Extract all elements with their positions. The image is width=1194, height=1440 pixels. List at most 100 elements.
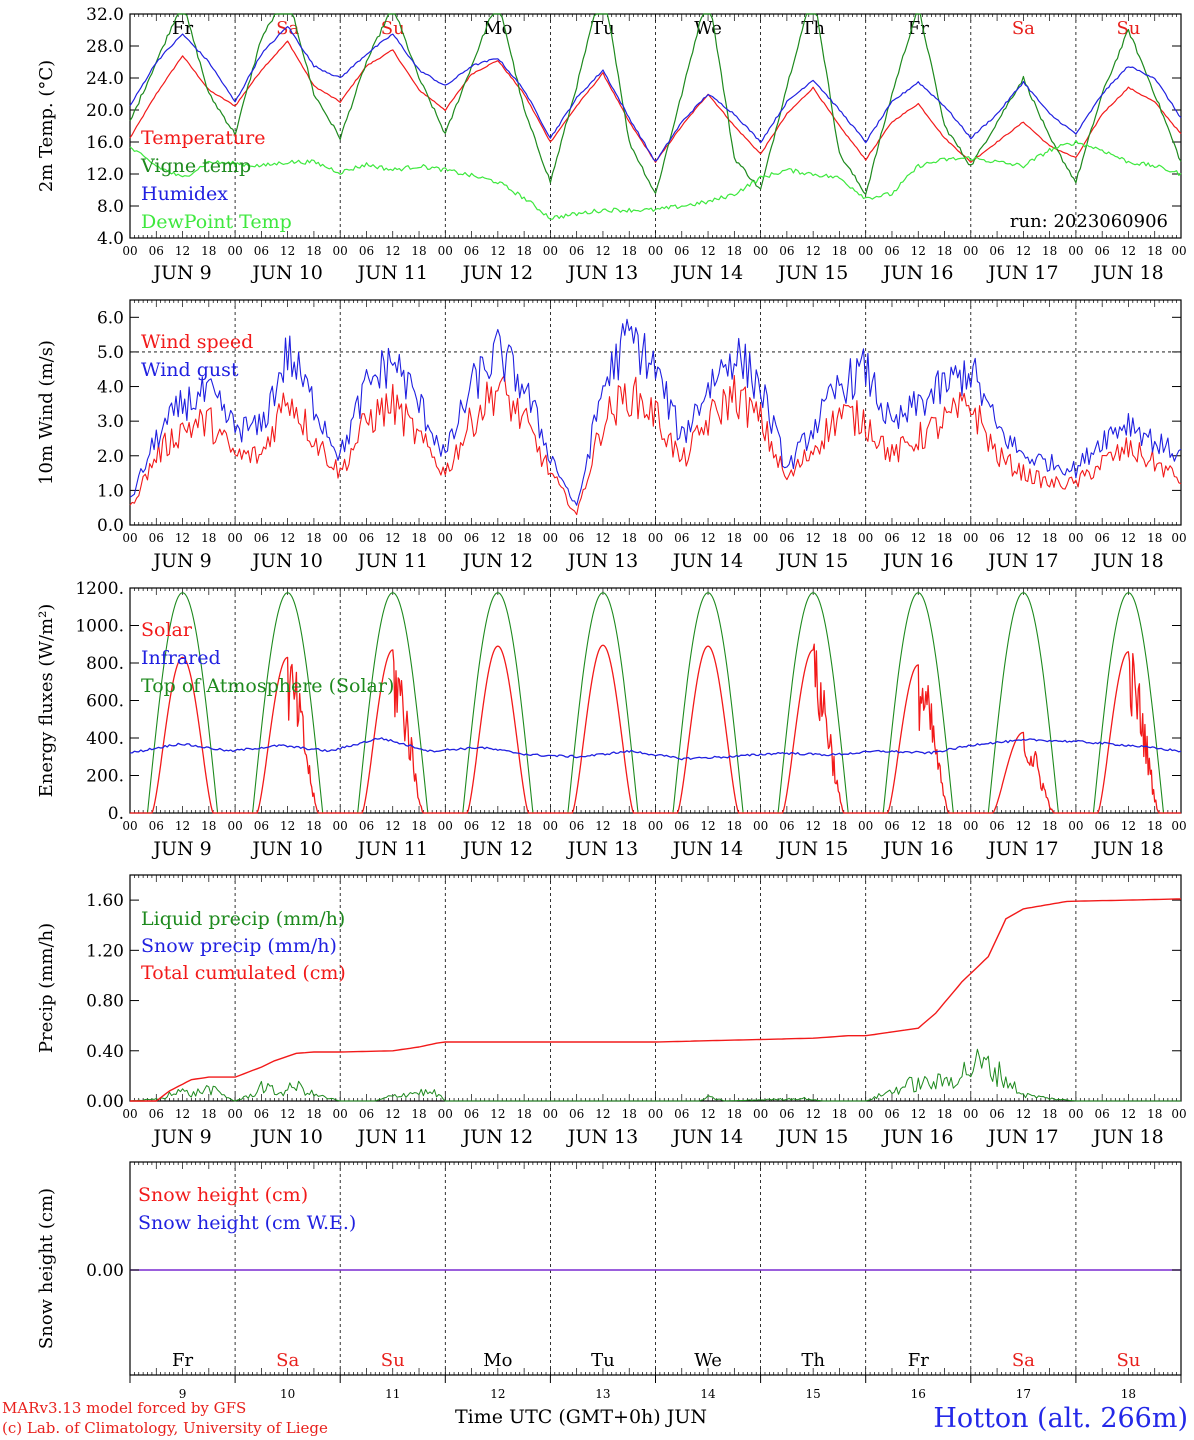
- hour-tick-label: 12: [911, 531, 926, 545]
- day-name-label: Fr: [172, 18, 193, 39]
- hour-tick-label: 12: [1016, 244, 1031, 258]
- hour-tick-label: 12: [911, 244, 926, 258]
- date-label: JUN 18: [1091, 262, 1163, 284]
- station-name: Hotton (alt. 266m): [933, 1403, 1188, 1434]
- day-name-label: Fr: [908, 1350, 929, 1371]
- panel-frame: [129, 13, 1182, 239]
- hour-tick-label: 06: [254, 531, 269, 545]
- hour-tick-label: 00: [227, 819, 242, 833]
- hour-tick-label: 06: [149, 819, 164, 833]
- hour-tick-label: 12: [490, 531, 505, 545]
- legend-entry: Solar: [141, 619, 193, 641]
- run-annotation: run: 2023060906: [1010, 211, 1168, 232]
- y-tick-label: 1.20: [86, 941, 124, 961]
- hour-tick-label: 18: [1042, 531, 1057, 545]
- hour-tick-label: 00: [333, 244, 348, 258]
- hour-tick-label: 00: [333, 531, 348, 545]
- legend-entry: Liquid precip (mm/h): [141, 908, 345, 930]
- date-label: JUN 11: [356, 262, 428, 284]
- y-axis-label: Snow height (cm): [36, 1188, 57, 1349]
- day-name-label: Su: [381, 1350, 405, 1371]
- date-label: JUN 13: [566, 1126, 638, 1148]
- hour-tick-label: 18: [411, 531, 426, 545]
- x-axis-title: Time UTC (GMT+0h) JUN: [455, 1406, 707, 1428]
- hour-tick-label: 00: [543, 1107, 558, 1121]
- hour-tick-label: 12: [1121, 819, 1136, 833]
- hour-tick-label: 18: [201, 244, 216, 258]
- legend-entry: Temperature: [141, 127, 265, 149]
- series-infrared: [129, 737, 1182, 761]
- hour-tick-label: 00: [1171, 244, 1186, 258]
- date-label: JUN 15: [776, 550, 848, 572]
- hour-tick-label: 06: [254, 819, 269, 833]
- hour-tick-label: 12: [280, 1107, 295, 1121]
- y-axis-label: Energy fluxes (W/m²): [36, 604, 57, 798]
- legend-entry: DewPoint Temp: [141, 211, 292, 233]
- panel-frame: [129, 299, 1182, 526]
- legend-entry: Wind speed: [141, 331, 253, 353]
- hour-tick-label: 00: [227, 1107, 242, 1121]
- hour-tick-label: 12: [385, 244, 400, 258]
- legend-entry: Vigne temp: [140, 155, 251, 177]
- hour-tick-label: 06: [359, 244, 374, 258]
- series-humidex: [129, 26, 1182, 162]
- date-label: JUN 18: [1091, 1126, 1163, 1148]
- y-tick-label: 0.: [108, 804, 124, 824]
- hour-tick-label: 12: [595, 531, 610, 545]
- y-axis-label: Precip (mm/h): [36, 923, 57, 1053]
- hour-tick-label: 12: [1016, 531, 1031, 545]
- day-name-label: Sa: [1012, 1350, 1035, 1371]
- hour-tick-label: 00: [1171, 1107, 1186, 1121]
- hour-tick-label: 06: [884, 819, 899, 833]
- hour-tick-label: 06: [464, 244, 479, 258]
- hour-tick-label: 06: [254, 1107, 269, 1121]
- hour-tick-label: 06: [1095, 819, 1110, 833]
- hour-tick-label: 12: [595, 819, 610, 833]
- y-tick-label: 4.0: [97, 378, 124, 398]
- day-name-label: Su: [1116, 1350, 1140, 1371]
- hour-tick-label: 06: [464, 1107, 479, 1121]
- hour-tick-label: 18: [516, 531, 531, 545]
- day-name-label: Th: [801, 1350, 825, 1371]
- hour-tick-label: 18: [832, 819, 847, 833]
- date-label: JUN 9: [151, 838, 211, 860]
- day-name-label: Mo: [483, 1350, 512, 1371]
- series-liquid-precip: [129, 1048, 1181, 1102]
- precip-panel: 0.00 0.40 0.80 1.20 1.60 Precip (mm/h) Liquid …: [36, 874, 1187, 1148]
- series-wind-speed: [129, 374, 1182, 516]
- hour-tick-label: 12: [911, 819, 926, 833]
- hour-tick-label: 06: [779, 244, 794, 258]
- hour-tick-label: 18: [727, 819, 742, 833]
- hour-tick-label: 12: [1121, 531, 1136, 545]
- day-name-label: We: [694, 1350, 722, 1371]
- day-number-label: 18: [1121, 1387, 1136, 1401]
- hour-tick-label: 06: [674, 819, 689, 833]
- hour-tick-label: 06: [254, 244, 269, 258]
- y-tick-label: 200.: [86, 767, 124, 787]
- hour-tick-label: 00: [122, 531, 137, 545]
- hour-tick-label: 00: [858, 531, 873, 545]
- date-label: JUN 10: [250, 262, 322, 284]
- legend-entry: Wind gust: [141, 359, 239, 381]
- hour-tick-label: 18: [937, 531, 952, 545]
- hour-tick-label: 00: [753, 244, 768, 258]
- day-number-label: 15: [806, 1387, 821, 1401]
- hour-tick-label: 18: [1042, 244, 1057, 258]
- date-label: JUN 9: [151, 262, 211, 284]
- legend-entry: Infrared: [141, 647, 221, 669]
- y-tick-label: 20.0: [86, 101, 124, 121]
- date-label: JUN 14: [671, 262, 743, 284]
- date-label: JUN 13: [566, 550, 638, 572]
- hour-tick-label: 00: [858, 1107, 873, 1121]
- hour-tick-label: 18: [1147, 244, 1162, 258]
- hour-tick-label: 18: [622, 244, 637, 258]
- series-dewpoint-temp: [129, 139, 1182, 220]
- hour-tick-label: 00: [333, 819, 348, 833]
- y-tick-label: 8.0: [97, 197, 124, 217]
- hour-tick-label: 18: [201, 1107, 216, 1121]
- hour-tick-label: 18: [622, 1107, 637, 1121]
- hour-tick-label: 12: [806, 531, 821, 545]
- date-label: JUN 10: [250, 550, 322, 572]
- date-label: JUN 9: [151, 550, 211, 572]
- y-tick-label: 400.: [86, 729, 124, 749]
